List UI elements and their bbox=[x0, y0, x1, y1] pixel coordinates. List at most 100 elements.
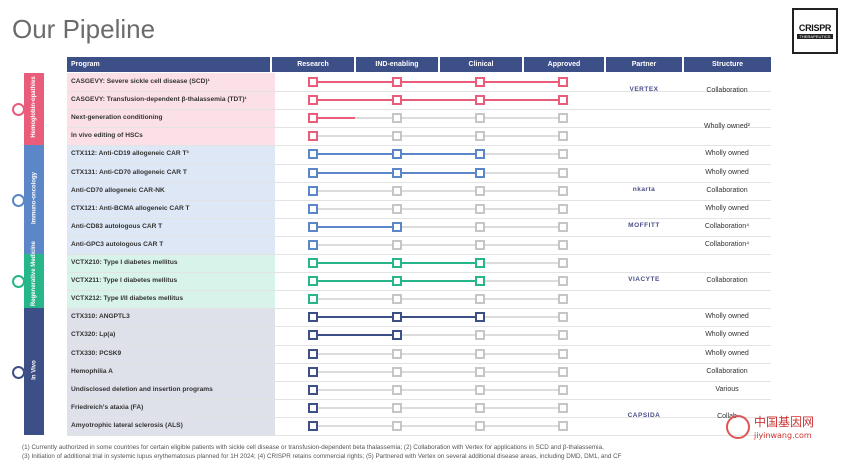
stage-marker bbox=[392, 203, 402, 214]
stage-marker bbox=[558, 221, 568, 232]
stage-marker bbox=[475, 239, 485, 250]
stage-marker bbox=[475, 420, 485, 431]
footnote-2: (3) Initiation of additional trial in sy… bbox=[22, 453, 622, 460]
table-row: Amyotrophic lateral sclerosis (ALS) bbox=[67, 417, 275, 434]
section-label: Regenerative Medicine bbox=[30, 241, 37, 307]
section-label: In Vivo bbox=[31, 359, 37, 380]
program-name: VCTX212: Type I/II diabetes mellitus bbox=[71, 295, 184, 303]
stage-marker bbox=[308, 203, 318, 214]
table-row: VCTX212: Type I/II diabetes mellitus bbox=[67, 290, 275, 307]
stage-marker bbox=[475, 113, 485, 124]
stage-marker bbox=[475, 312, 485, 323]
stage-marker bbox=[392, 77, 402, 88]
header-partner: Partner bbox=[606, 57, 682, 72]
table-row: CASGEVY: Severe sickle cell disease (SCD… bbox=[67, 73, 275, 90]
stage-marker bbox=[558, 276, 568, 287]
stage-marker bbox=[392, 348, 402, 359]
stage-progress bbox=[313, 334, 397, 337]
structure-label: Wholly owned² bbox=[704, 123, 750, 131]
row-separator bbox=[67, 380, 771, 382]
stage-marker bbox=[475, 149, 485, 160]
stage-marker bbox=[308, 384, 318, 395]
watermark-cn: 中国基因网 bbox=[754, 414, 814, 429]
stage-marker bbox=[392, 167, 402, 178]
row-separator bbox=[67, 290, 771, 292]
structure-label: Wholly owned bbox=[705, 313, 749, 321]
stage-marker bbox=[392, 294, 402, 305]
stage-marker bbox=[558, 366, 568, 377]
stage-marker bbox=[558, 95, 568, 106]
header-clinical: Clinical bbox=[440, 57, 522, 72]
stage-marker bbox=[308, 149, 318, 160]
stage-marker bbox=[392, 420, 402, 431]
section-band bbox=[24, 308, 44, 435]
stage-marker bbox=[475, 185, 485, 196]
stage-marker bbox=[558, 384, 568, 395]
stage-marker bbox=[392, 330, 402, 341]
row-separator bbox=[67, 272, 771, 274]
crispr-logo: CRISPR THERAPEUTICS bbox=[792, 8, 838, 54]
stage-marker bbox=[308, 276, 318, 287]
watermark-url: jiyinwang.com bbox=[753, 431, 812, 440]
row-separator bbox=[67, 362, 771, 364]
stage-marker bbox=[475, 258, 485, 269]
partner-logo: nkarta bbox=[632, 185, 656, 193]
structure-label: Various bbox=[715, 385, 739, 393]
stage-track bbox=[313, 207, 563, 210]
row-separator bbox=[67, 145, 771, 147]
stage-marker bbox=[475, 348, 485, 359]
stage-track bbox=[313, 424, 563, 427]
stage-marker bbox=[558, 131, 568, 142]
section-icon bbox=[12, 103, 25, 117]
table-row: Undisclosed deletion and insertion progr… bbox=[67, 381, 275, 398]
stage-marker bbox=[308, 167, 318, 178]
structure-label: Wholly owned bbox=[705, 349, 749, 357]
stage-marker bbox=[558, 113, 568, 124]
row-separator bbox=[67, 91, 771, 93]
table-row: VCTX211: Type I diabetes mellitus bbox=[67, 272, 275, 289]
stage-track bbox=[313, 189, 563, 192]
stage-marker bbox=[392, 221, 402, 232]
table-row: VCTX210: Type I diabetes mellitus bbox=[67, 254, 275, 271]
row-separator bbox=[67, 326, 771, 328]
header-ind: IND-enabling bbox=[356, 57, 438, 72]
stage-marker bbox=[558, 258, 568, 269]
program-name: Anti-GPC3 autologous CAR T bbox=[71, 240, 164, 248]
row-separator bbox=[67, 109, 771, 111]
table-row: CTX310: ANGPTL3 bbox=[67, 308, 275, 325]
partner-logo: CAPSIDA bbox=[627, 411, 661, 419]
section-icon bbox=[12, 275, 25, 289]
table-row: Next-generation conditioning bbox=[67, 109, 275, 126]
program-name: In vivo editing of HSCs bbox=[71, 132, 143, 140]
stage-marker bbox=[308, 221, 318, 232]
stage-marker bbox=[308, 95, 318, 106]
program-name: CTX112: Anti-CD19 allogeneic CAR T³ bbox=[71, 150, 189, 158]
watermark-icon bbox=[726, 415, 750, 439]
stage-marker bbox=[392, 95, 402, 106]
stage-marker bbox=[308, 312, 318, 323]
page-title: Our Pipeline bbox=[12, 14, 156, 44]
program-name: Undisclosed deletion and insertion progr… bbox=[71, 385, 213, 393]
structure-label: Collaboration⁴ bbox=[704, 240, 750, 248]
stage-progress bbox=[313, 81, 565, 84]
section-band bbox=[24, 145, 44, 254]
section-label: Immuno-oncology bbox=[31, 171, 37, 224]
row-separator bbox=[67, 217, 771, 219]
section-bg bbox=[67, 308, 275, 435]
stage-marker bbox=[475, 402, 485, 413]
stage-marker bbox=[558, 348, 568, 359]
stage-marker bbox=[308, 330, 318, 341]
stage-marker bbox=[392, 384, 402, 395]
stage-track bbox=[313, 352, 563, 355]
stage-marker bbox=[392, 258, 402, 269]
stage-marker bbox=[558, 185, 568, 196]
program-name: Friedreich's ataxia (FA) bbox=[71, 403, 144, 411]
footnote-1: (1) Currently authorized in some countri… bbox=[22, 444, 604, 451]
stage-marker bbox=[475, 384, 485, 395]
program-name: Anti-CD83 autologous CAR T bbox=[71, 222, 163, 230]
table-row: CTX112: Anti-CD19 allogeneic CAR T³ bbox=[67, 145, 275, 162]
structure-label: Collaboration bbox=[706, 186, 748, 194]
row-separator bbox=[67, 254, 771, 255]
program-name: CTX330: PCSK9 bbox=[71, 349, 122, 357]
structure-label: Collaboration bbox=[706, 277, 748, 285]
